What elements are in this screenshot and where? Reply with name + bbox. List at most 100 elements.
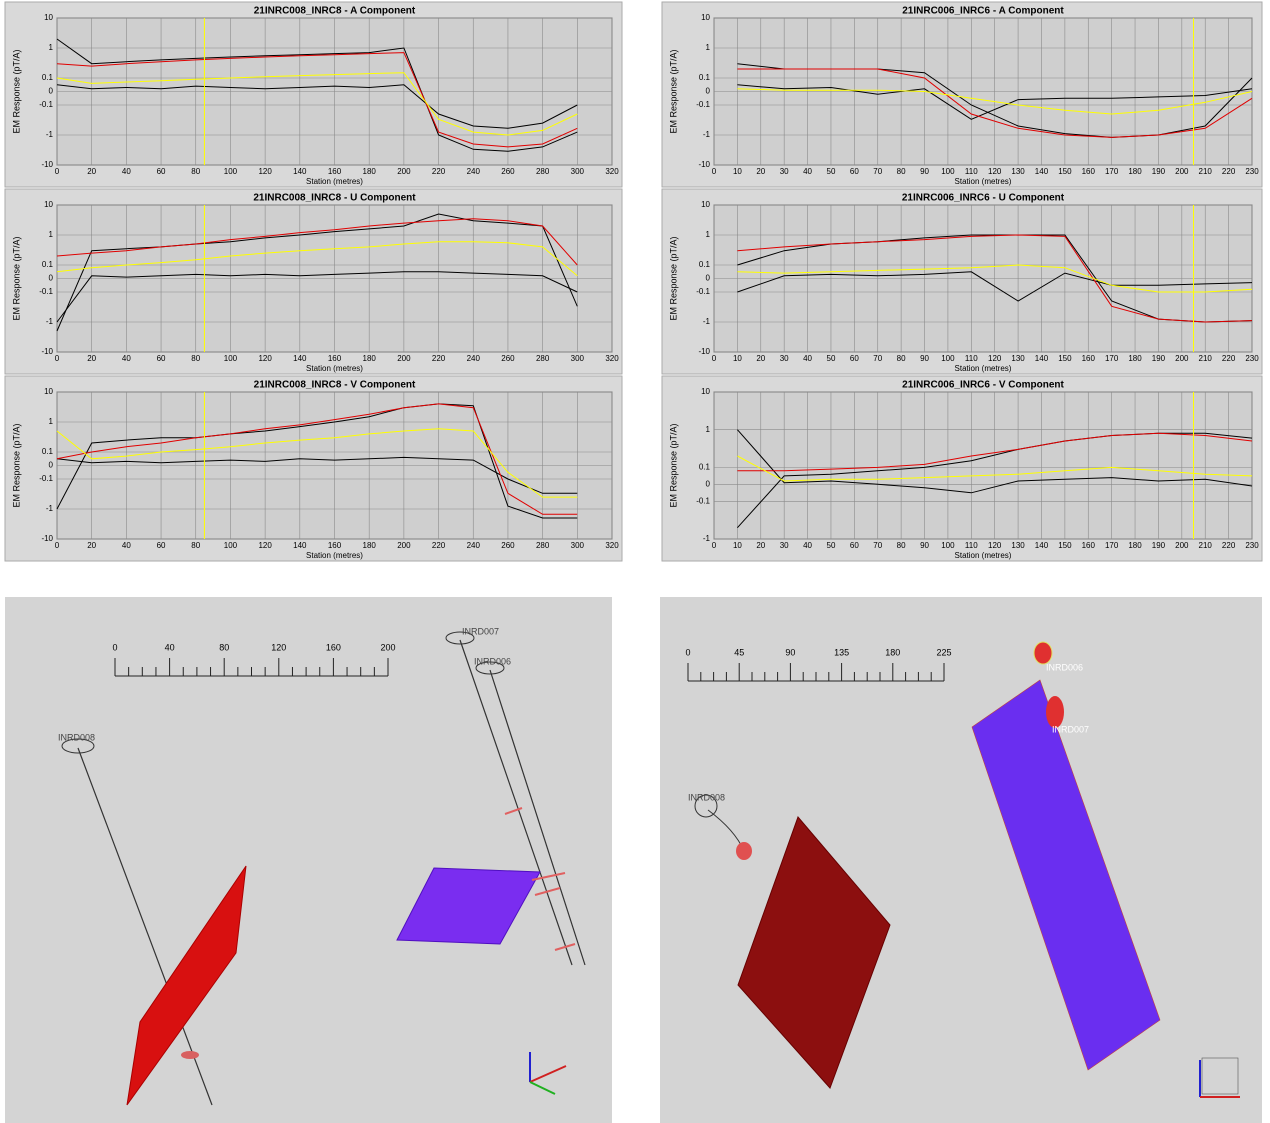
y-tick-label: 0 [49,274,54,283]
x-tick-label: 0 [712,167,717,176]
x-tick-label: 70 [873,354,882,363]
x-tick-label: 140 [293,167,307,176]
x-tick-label: 80 [191,167,200,176]
y-tick-label: 1 [706,425,711,434]
x-tick-label: 60 [850,541,859,550]
x-tick-label: 210 [1199,354,1213,363]
x-tick-label: 60 [850,167,859,176]
x-tick-label: 140 [293,354,307,363]
x-axis-label: Station (metres) [306,177,363,186]
y-tick-label: 0.1 [42,260,54,269]
y-tick-label: -0.1 [696,100,710,109]
series-line [737,68,1253,138]
y-tick-label: -0.1 [39,287,53,296]
x-tick-label: 160 [328,541,342,550]
x-tick-label: 120 [988,541,1002,550]
x-tick-label: 320 [605,354,619,363]
x-tick-label: 190 [1152,354,1166,363]
hole-label: INRD006 [474,656,511,666]
x-tick-label: 180 [363,167,377,176]
y-axis-label: EM Response (pT/A) [668,49,678,133]
intercept [531,872,566,881]
x-tick-label: 210 [1199,167,1213,176]
y-tick-label: -1 [703,130,711,139]
y-tick-label: -1 [46,317,54,326]
x-tick-label: 190 [1152,167,1166,176]
y-tick-label: -10 [41,160,53,169]
y-tick-label: -1 [703,317,711,326]
x-tick-label: 220 [432,541,446,550]
y-tick-label: 0 [706,87,711,96]
series-line [56,72,578,136]
x-tick-label: 80 [897,541,906,550]
y-tick-label: -10 [698,347,710,356]
x-tick-label: 160 [328,167,342,176]
x-tick-label: 160 [1082,167,1096,176]
series-line [56,403,578,515]
x-tick-label: 50 [827,541,836,550]
x-tick-label: 150 [1058,541,1072,550]
x-tick-label: 140 [1035,354,1049,363]
x-tick-label: 160 [1082,541,1096,550]
hole-collar [475,661,505,675]
scale-label: 160 [326,642,341,652]
y-tick-label: 0 [706,274,711,283]
x-tick-label: 60 [157,541,166,550]
x-tick-label: 10 [733,541,742,550]
hole-label: INRD008 [688,792,725,802]
x-tick-label: 220 [1222,167,1236,176]
series-line [737,429,1253,494]
series-line [56,456,578,494]
x-tick-label: 20 [756,541,765,550]
y-tick-label: -10 [698,160,710,169]
x-tick-label: 300 [571,354,585,363]
y-tick-label: -1 [46,130,54,139]
series-line [56,241,578,277]
x-axis-label: Station (metres) [955,551,1012,560]
x-tick-label: 200 [397,354,411,363]
intercept [554,943,576,951]
x-tick-label: 10 [733,167,742,176]
x-tick-label: 300 [571,541,585,550]
x-tick-label: 0 [712,541,717,550]
scene-panel [660,597,1262,1123]
axis-icon [1201,1057,1239,1095]
x-tick-label: 70 [873,167,882,176]
x-tick-label: 150 [1058,354,1072,363]
y-tick-label: 1 [706,43,711,52]
x-tick-label: 90 [920,541,929,550]
x-tick-label: 180 [1128,354,1142,363]
y-axis-label: EM Response (pT/A) [11,236,21,320]
x-tick-label: 20 [756,167,765,176]
y-axis-label: EM Response (pT/A) [11,423,21,507]
x-tick-label: 40 [122,167,131,176]
y-tick-label: 10 [701,13,710,22]
intercept [534,887,561,896]
left-scene: INRD007 INRD006 INRD008 [58,626,586,1106]
series-line [56,428,578,498]
x-tick-label: 240 [467,354,481,363]
x-tick-label: 120 [988,354,1002,363]
x-tick-label: 40 [803,354,812,363]
scale-label: 135 [834,647,849,657]
x-tick-label: 0 [55,167,60,176]
x-tick-label: 30 [780,541,789,550]
y-tick-label: 0.1 [699,73,711,82]
drill-hole [459,639,573,966]
x-tick-label: 110 [965,354,978,363]
x-tick-label: 180 [363,354,377,363]
y-tick-label: 1 [49,230,54,239]
intercept [736,842,752,860]
intercept [504,807,523,815]
x-tick-label: 130 [1011,541,1025,550]
scale-label: 90 [785,647,795,657]
hole-label: INRD007 [462,626,499,636]
chart-title: 21INRC008_INRC8 - V Component [254,380,416,391]
series-line [56,271,578,323]
x-tick-label: 180 [1128,541,1142,550]
hole-label: INRD006 [1046,662,1083,672]
x-tick-label: 260 [501,167,515,176]
scale-label: 0 [685,647,690,657]
x-axis-label: Station (metres) [955,364,1012,373]
